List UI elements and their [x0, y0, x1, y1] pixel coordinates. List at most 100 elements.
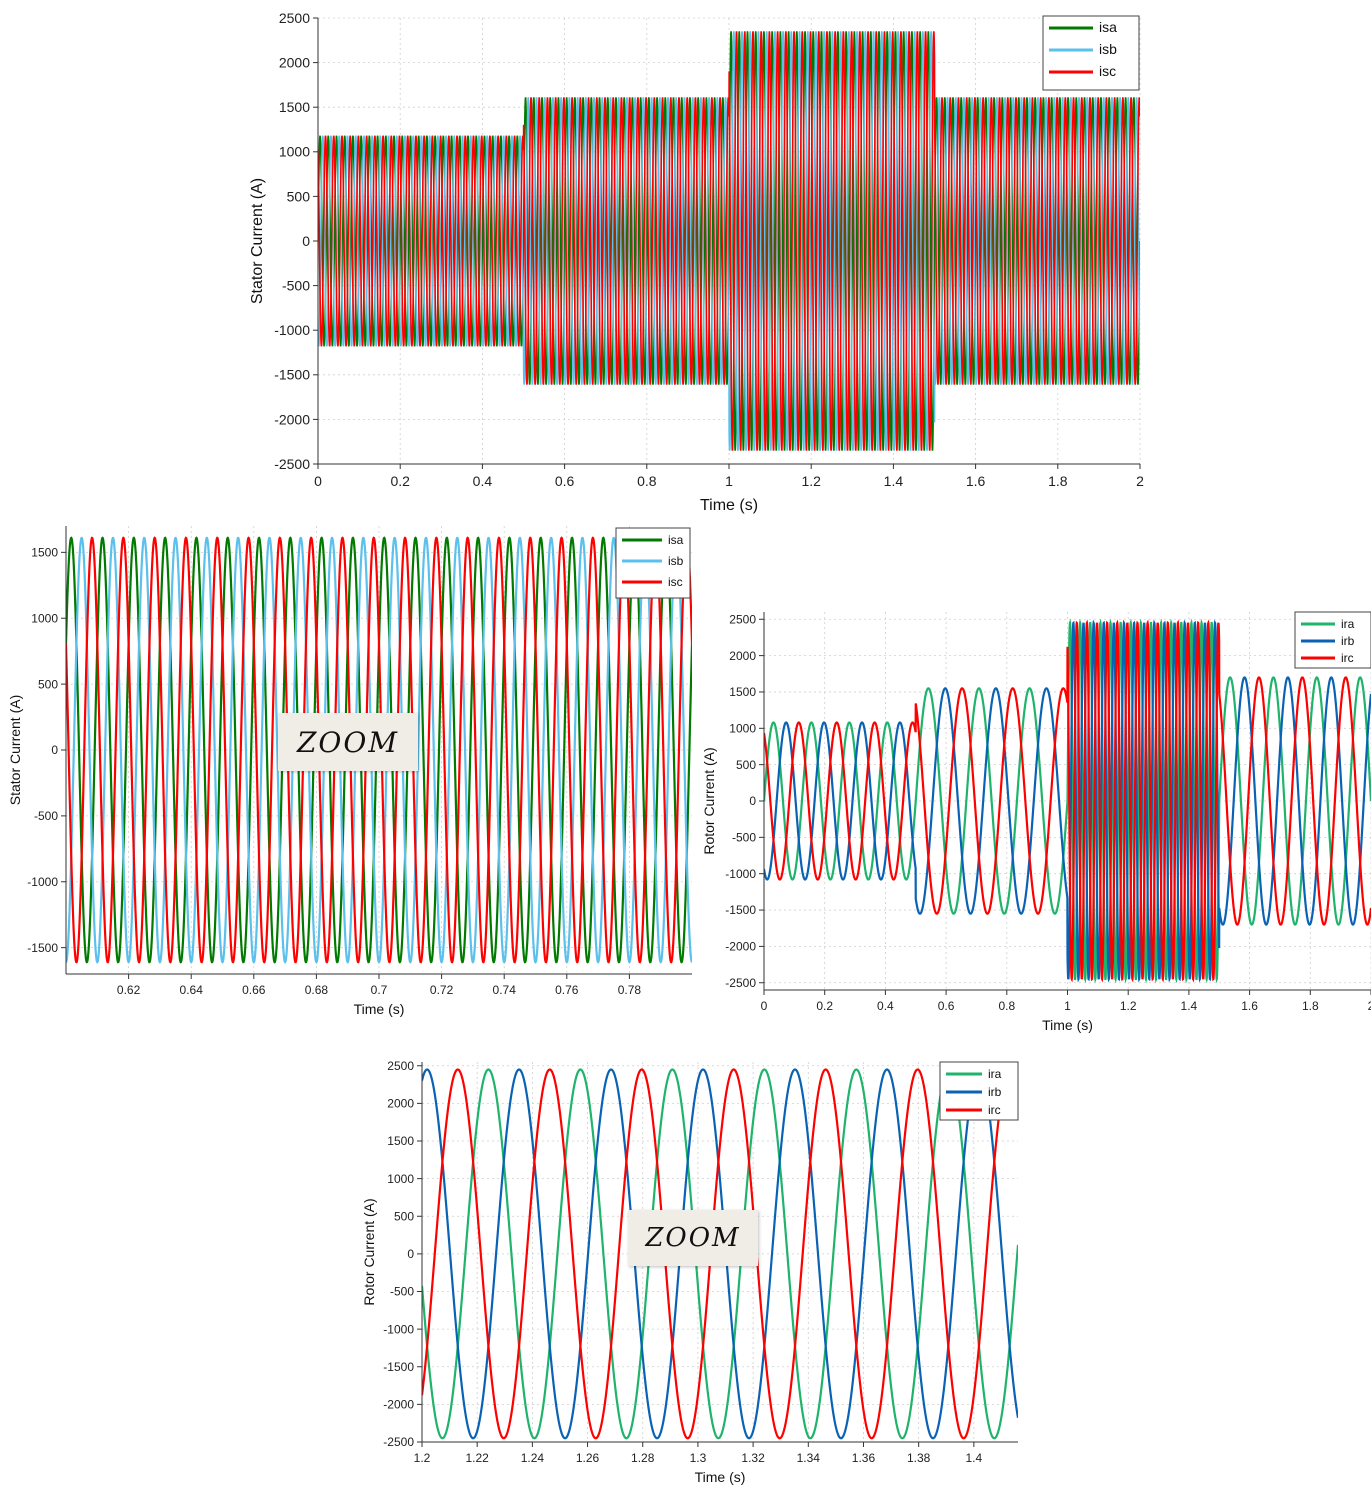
series-line-irc [764, 619, 1371, 983]
y-tick-label: -2500 [383, 1435, 414, 1449]
y-tick-label: 500 [736, 758, 756, 772]
y-tick-label: 1500 [729, 685, 756, 699]
x-tick-label: 0.74 [493, 983, 517, 997]
y-tick-label: -2500 [725, 976, 756, 990]
legend-label-ira: ira [988, 1067, 1002, 1081]
y-tick-label: -1000 [725, 867, 756, 881]
y-tick-label: -500 [282, 278, 310, 294]
x-tick-label: 1.38 [907, 1451, 931, 1465]
x-tick-label: 0.62 [117, 983, 141, 997]
legend: ira irb irc [1294, 611, 1371, 669]
x-tick-label: 0.4 [877, 999, 894, 1013]
y-tick-label: 0 [302, 233, 310, 249]
x-tick-label: 1.2 [801, 473, 821, 489]
y-tick-label: 2000 [729, 649, 756, 663]
y-tick-label: 2000 [387, 1097, 414, 1111]
y-tick-label: 1000 [279, 144, 310, 160]
y-axis-label: Rotor Current (A) [701, 747, 717, 854]
x-tick-label: 0.72 [430, 983, 454, 997]
y-tick-label: -1500 [725, 903, 756, 917]
legend: isa isb isc [615, 527, 691, 599]
legend-label-isa: isa [668, 533, 684, 547]
stator-current-full-chart: 0 0.2 0.4 0.6 0.8 1 1.2 1.4 1.6 1.8 2 -2500 -2000 -15… [240, 0, 1160, 518]
y-tick-label: 500 [287, 188, 311, 204]
legend-label-irb: irb [1341, 634, 1355, 648]
y-tick-label: 0 [407, 1247, 414, 1261]
x-tick-label: 1.34 [797, 1451, 821, 1465]
series-line-ira [764, 618, 1371, 984]
y-tick-label: -1500 [383, 1360, 414, 1374]
series-group [318, 31, 1140, 451]
y-tick-label: 1000 [729, 722, 756, 736]
y-tick-label: 1500 [279, 99, 310, 115]
y-tick-label: 1000 [31, 611, 58, 625]
x-tick-label: 1.3 [690, 1451, 707, 1465]
legend: isa isb isc [1042, 15, 1140, 91]
y-tick-label: 2500 [729, 612, 756, 626]
x-tick-label: 1.36 [852, 1451, 876, 1465]
x-tick-label: 0.66 [242, 983, 266, 997]
x-tick-label: 0.2 [390, 473, 410, 489]
legend-label-irc: irc [988, 1103, 1001, 1117]
legend-label-isc: isc [668, 575, 683, 589]
x-tick-label: 0.76 [555, 983, 579, 997]
zoom-label: ZOOM [628, 1210, 758, 1266]
x-axis-label: Time (s) [354, 1001, 405, 1017]
x-tick-label: 1 [1064, 999, 1071, 1013]
y-axis-label: Stator Current (A) [249, 178, 266, 304]
y-tick-label: -500 [390, 1285, 414, 1299]
y-tick-label: 1500 [387, 1134, 414, 1148]
y-tick-label: -1000 [27, 875, 58, 889]
x-tick-label: 2 [1136, 473, 1144, 489]
x-axis-label: Time (s) [695, 1469, 746, 1485]
x-axis-label: Time (s) [1042, 1017, 1093, 1033]
chart-svg: 1.2 1.22 1.24 1.26 1.28 1.3 1.32 1.34 1.36 1.38 1.… [361, 1059, 1019, 1485]
chart-svg: 0.62 0.64 0.66 0.68 0.7 0.72 0.74 0.76 0.78 -1500… [7, 526, 692, 1017]
series-line-irb [764, 619, 1371, 983]
legend-label-isc: isc [1099, 63, 1116, 79]
legend-label-isb: isb [1099, 41, 1117, 57]
x-tick-label: 1 [725, 473, 733, 489]
y-axis-label: Rotor Current (A) [361, 1198, 377, 1305]
x-axis-label: Time (s) [700, 497, 758, 514]
legend-label-isb: isb [668, 554, 684, 568]
x-tick-label: 2 [1368, 999, 1371, 1013]
x-tick-label: 1.6 [1241, 999, 1258, 1013]
series-line-ira [422, 1068, 1018, 1440]
legend-label-ira: ira [1341, 617, 1355, 631]
x-tick-label: 1.4 [1181, 999, 1198, 1013]
x-tick-label: 1.4 [966, 1451, 983, 1465]
y-tick-label: 2500 [387, 1059, 414, 1073]
x-tick-label: 1.2 [1120, 999, 1137, 1013]
y-axis-label: Stator Current (A) [7, 695, 23, 805]
rotor-current-full-chart: 0 0.2 0.4 0.6 0.8 1 1.2 1.4 1.6 1.8 2 -2500 -2000 -15… [700, 600, 1371, 1033]
series-line-isc [66, 536, 692, 964]
y-tick-label: 1000 [387, 1172, 414, 1186]
y-tick-label: -1500 [274, 367, 310, 383]
y-tick-label: 500 [394, 1209, 414, 1223]
x-tick-label: 1.32 [741, 1451, 765, 1465]
legend-label-irc: irc [1341, 651, 1354, 665]
stator-current-zoom-chart: 0.62 0.64 0.66 0.68 0.7 0.72 0.74 0.76 0.78 -1500… [0, 520, 700, 1028]
series-line-isb [318, 31, 1140, 451]
x-tick-label: 0.8 [998, 999, 1015, 1013]
series-line-irc [422, 1068, 1018, 1440]
series-line-isa [318, 31, 1140, 451]
y-tick-label: -2000 [725, 940, 756, 954]
legend-label-irb: irb [988, 1085, 1002, 1099]
y-tick-label: 0 [51, 743, 58, 757]
x-tick-label: 1.8 [1302, 999, 1319, 1013]
legend-label-isa: isa [1099, 19, 1117, 35]
y-tick-label: -2000 [274, 411, 310, 427]
y-tick-label: -1500 [27, 941, 58, 955]
x-tick-label: 1.22 [466, 1451, 490, 1465]
y-tick-label: -2500 [274, 456, 310, 472]
series-line-isc [318, 31, 1140, 451]
rotor-current-zoom-chart: 1.2 1.22 1.24 1.26 1.28 1.3 1.32 1.34 1.36 1.38 1.… [360, 1052, 1030, 1486]
x-tick-label: 1.24 [521, 1451, 545, 1465]
series-line-irb [422, 1068, 1018, 1440]
y-tick-label: 2500 [279, 10, 310, 26]
y-tick-label: -1000 [383, 1322, 414, 1336]
y-tick-label: 0 [749, 794, 756, 808]
x-tick-label: 0.68 [305, 983, 329, 997]
